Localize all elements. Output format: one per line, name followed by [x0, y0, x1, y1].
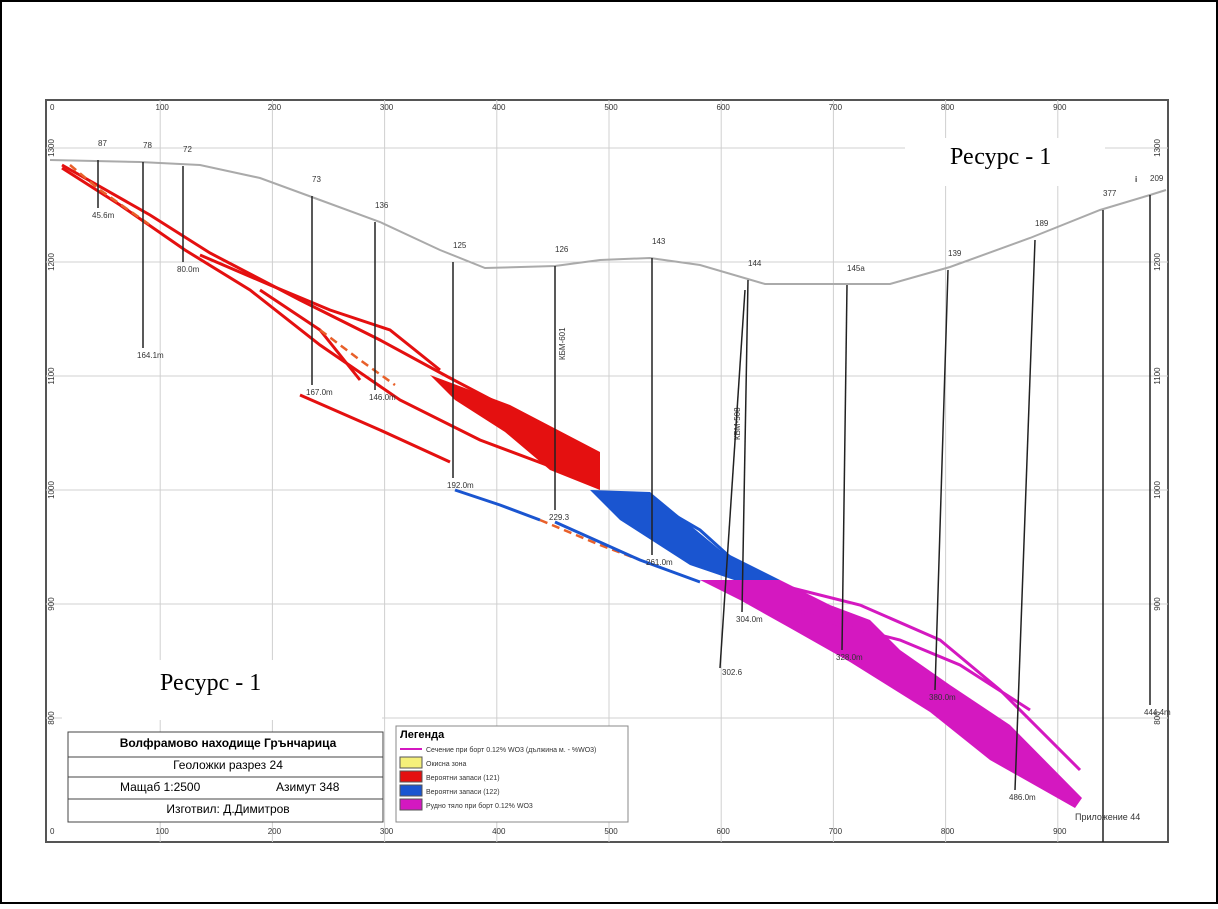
appendix: Приложение 44 [1075, 812, 1140, 822]
borehole-name: 87 [98, 139, 107, 148]
borehole-name: 78 [143, 141, 152, 150]
borehole-name: 143 [652, 237, 666, 246]
borehole-depth: 45.6m [92, 211, 115, 220]
y-tick-label: 800 [47, 711, 56, 725]
title: Волфрамово находище Грънчарица [120, 736, 337, 750]
x-tick-label: 500 [604, 103, 618, 112]
x-tick-label: 700 [829, 827, 843, 836]
annotation: Ресурс - 1 [950, 144, 1051, 170]
legend-swatch [400, 799, 422, 810]
x-tick-label: 800 [941, 103, 955, 112]
y-tick-label: 1200 [47, 253, 56, 271]
y-tick-label: 900 [1153, 597, 1162, 611]
author: Изготвил: Д.Димитров [166, 802, 289, 816]
borehole-name: 377 [1103, 189, 1117, 198]
borehole-name: 145a [847, 264, 865, 273]
borehole-depth: 192.0m [447, 481, 474, 490]
legend-swatch [400, 785, 422, 796]
x-tick-label: 900 [1053, 827, 1067, 836]
borehole-depth: 304.0m [736, 615, 763, 624]
borehole-depth: 261.0m [646, 558, 673, 567]
borehole-depth: 167.0m [306, 388, 333, 397]
legend: Легенда Сечение при борт 0.12% WO3 (дълж… [396, 726, 628, 822]
x-tick-label: 400 [492, 827, 506, 836]
legend-title: Легенда [400, 729, 445, 741]
borehole-depth: 328.0m [836, 653, 863, 662]
borehole-name: 139 [948, 249, 962, 258]
y-tick-label: 1000 [47, 481, 56, 499]
x-tick-label: 200 [268, 827, 282, 836]
scale: Мащаб 1:2500 [120, 780, 201, 794]
borehole-depth: 229.3 [549, 513, 570, 522]
legend-swatch [400, 771, 422, 782]
borehole-name: 209 [1150, 174, 1164, 183]
x-tick-label: 0 [50, 827, 55, 836]
legend-swatch [400, 757, 422, 768]
borehole-depth: 164.1m [137, 351, 164, 360]
annotation: Ресурс - 1 [160, 670, 261, 696]
y-tick-label: 1100 [47, 367, 56, 385]
legend-item: Вероятни запаси (122) [426, 789, 500, 796]
x-tick-label: 400 [492, 103, 506, 112]
borehole-depth: 80.0m [177, 265, 200, 274]
borehole-depth: 444.4m [1144, 708, 1171, 717]
borehole-name: 72 [183, 145, 192, 154]
borehole-name: 144 [748, 259, 762, 268]
borehole-depth: 146.0m [369, 393, 396, 402]
x-tick-label: 100 [156, 103, 170, 112]
x-tick-label: 200 [268, 103, 282, 112]
icon: i [1135, 175, 1137, 184]
y-tick-label: 900 [47, 597, 56, 611]
x-tick-label: 100 [156, 827, 170, 836]
borehole-name: 126 [555, 245, 569, 254]
borehole-depth: 380.0m [929, 693, 956, 702]
y-tick-label: 1300 [47, 139, 56, 157]
x-tick-label: 500 [604, 827, 618, 836]
x-tick-label: 300 [380, 827, 394, 836]
borehole-depth: 486.0m [1009, 793, 1036, 802]
title-block: Волфрамово находище Грънчарица Геоложки … [68, 732, 383, 822]
y-tick-label: 1000 [1153, 481, 1162, 499]
y-tick-label: 1100 [1153, 367, 1162, 385]
x-tick-label: 900 [1053, 103, 1067, 112]
section: Геоложки разрез 24 [173, 758, 283, 772]
legend-item: Окисна зона [426, 761, 467, 768]
x-tick-label: 600 [717, 827, 731, 836]
x-tick-label: 0 [50, 103, 55, 112]
drillhole-depth: 302.6 [722, 668, 743, 677]
legend-item: Вероятни запаси (121) [426, 775, 500, 782]
borehole-name: 136 [375, 201, 389, 210]
y-tick-label: 1200 [1153, 253, 1162, 271]
borehole-name: 125 [453, 241, 467, 250]
x-tick-label: 700 [829, 103, 843, 112]
y-tick-label: 1300 [1153, 139, 1162, 157]
x-tick-label: 600 [717, 103, 731, 112]
x-tick-label: 300 [380, 103, 394, 112]
borehole-name: 189 [1035, 219, 1049, 228]
legend-item: Сечение при борт 0.12% WO3 (дължина м. -… [426, 746, 596, 754]
page: 0 0 100 100 200 200 300 300 400 400 500 500 600 600 70… [0, 0, 1218, 904]
azimuth: Азимут 348 [276, 780, 340, 794]
x-tick-label: 800 [941, 827, 955, 836]
drillhole-id: КБМ-601 [558, 327, 567, 360]
legend-item: Рудно тяло при борт 0.12% WO3 [426, 802, 533, 810]
borehole-name: 73 [312, 175, 321, 184]
